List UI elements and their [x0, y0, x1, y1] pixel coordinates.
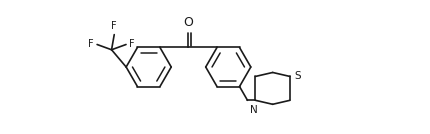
Text: O: O: [184, 16, 194, 29]
Text: F: F: [111, 21, 117, 31]
Text: F: F: [88, 40, 94, 49]
Text: N: N: [250, 105, 258, 115]
Text: S: S: [294, 71, 301, 81]
Text: F: F: [129, 40, 135, 49]
